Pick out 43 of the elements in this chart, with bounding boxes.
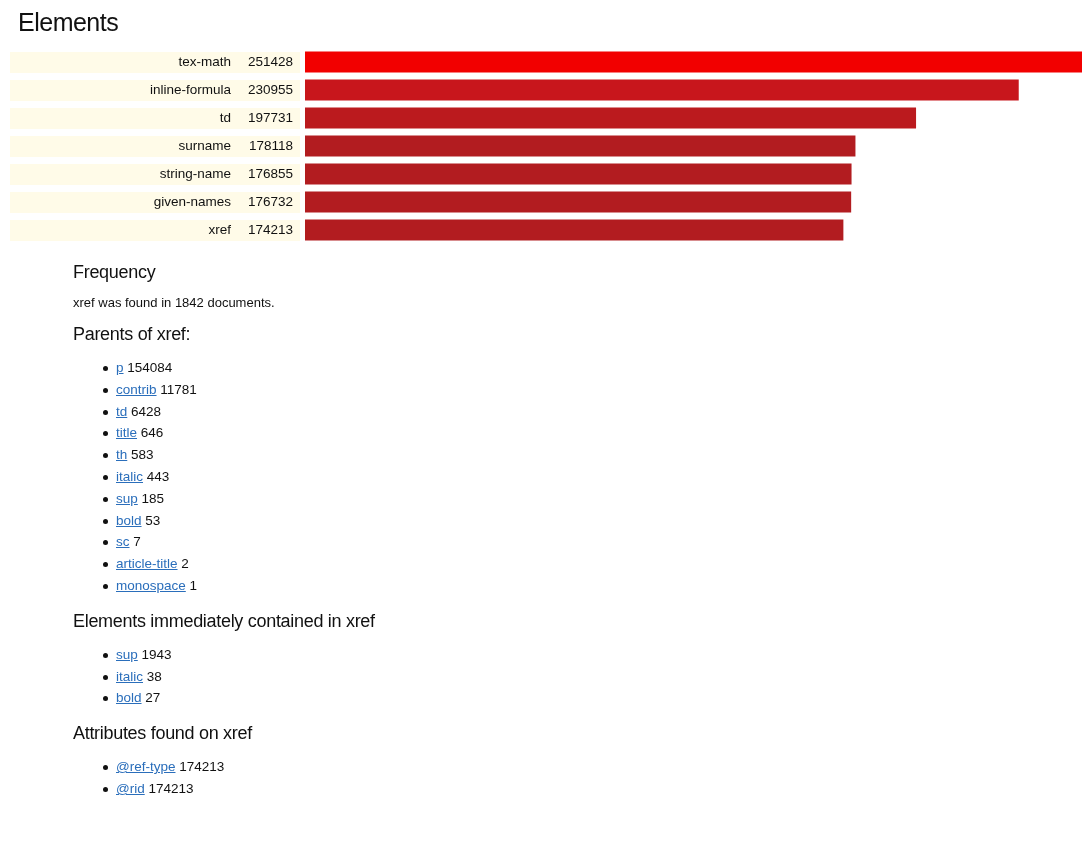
y-tick-label: string-name	[159, 165, 231, 181]
data-label: 178118	[248, 137, 293, 153]
y-tick-label: given-names	[153, 193, 232, 209]
text: xref was found in 1842 documents.	[73, 295, 276, 310]
text: Elements	[18, 8, 119, 37]
data-label: 230955	[247, 81, 293, 97]
bar	[305, 219, 844, 241]
text: contrib 11781	[115, 380, 198, 399]
text: Elements immediately contained in xref	[73, 610, 376, 632]
text: title 646	[115, 424, 165, 443]
data-label: 176855	[247, 165, 293, 181]
text: article-title 2	[115, 555, 190, 574]
text: sup 185	[115, 489, 166, 508]
bar	[305, 107, 917, 129]
y-tick-label: surname	[178, 137, 231, 153]
y-tick-label: inline-formula	[149, 81, 232, 97]
text: @rid 174213	[115, 779, 195, 798]
text: td 6428	[115, 402, 163, 421]
bar	[305, 51, 1082, 73]
text: sup 1943	[115, 645, 173, 664]
y-tick-label: td	[219, 109, 231, 125]
y-tick-label: tex-math	[178, 53, 231, 69]
bar	[305, 79, 1019, 101]
text: sc 7	[115, 533, 142, 552]
y-tick-label: xref	[208, 221, 232, 237]
text: italic 443	[115, 468, 171, 486]
data-label: 197731	[247, 109, 293, 125]
text: Parents of xref:	[73, 324, 192, 345]
data-label: 251428	[247, 53, 293, 69]
data-label: 174213	[247, 221, 293, 237]
bar	[305, 163, 852, 185]
text: bold 27	[115, 689, 162, 708]
text: Attributes found on xref	[73, 723, 254, 745]
text: bold 53	[115, 511, 162, 530]
text: Frequency	[73, 262, 157, 283]
text: italic 38	[115, 667, 163, 686]
bar	[305, 191, 852, 213]
data-label: 176732	[247, 193, 293, 209]
text: @ref-type 174213	[115, 758, 226, 777]
text: p 154084	[115, 359, 174, 377]
text: th 583	[115, 446, 155, 465]
bar	[305, 135, 856, 157]
text: monospace 1	[115, 576, 199, 595]
